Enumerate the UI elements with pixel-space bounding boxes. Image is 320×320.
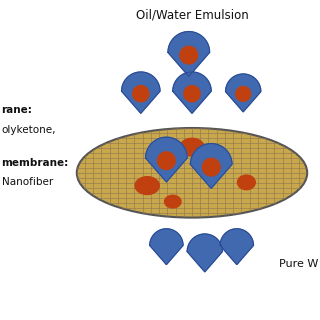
Polygon shape — [226, 74, 261, 112]
Text: Nanofiber: Nanofiber — [2, 177, 53, 188]
Polygon shape — [168, 32, 210, 76]
Circle shape — [202, 157, 221, 177]
Text: membrane:: membrane: — [2, 158, 69, 168]
Text: rane:: rane: — [2, 105, 32, 116]
Circle shape — [235, 86, 251, 102]
Ellipse shape — [237, 174, 256, 190]
Polygon shape — [150, 229, 183, 265]
Circle shape — [132, 85, 150, 102]
Circle shape — [179, 45, 198, 65]
Polygon shape — [187, 234, 222, 272]
Text: olyketone,: olyketone, — [2, 124, 56, 135]
Polygon shape — [173, 72, 211, 113]
Text: Oil/Water Emulsion: Oil/Water Emulsion — [136, 8, 248, 21]
Polygon shape — [220, 229, 253, 265]
Circle shape — [157, 151, 176, 170]
Polygon shape — [146, 137, 187, 182]
Circle shape — [183, 85, 201, 102]
Ellipse shape — [134, 176, 160, 195]
Ellipse shape — [179, 138, 205, 157]
Polygon shape — [122, 72, 160, 113]
Polygon shape — [190, 144, 232, 188]
Ellipse shape — [77, 128, 307, 218]
Text: Pure W: Pure W — [279, 259, 318, 269]
Ellipse shape — [164, 195, 182, 209]
